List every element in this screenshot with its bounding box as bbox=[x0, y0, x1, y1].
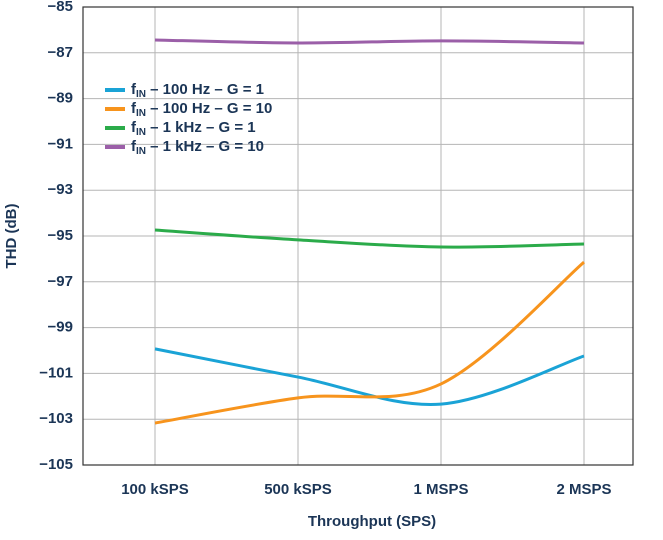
x-tick-label: 100 kSPS bbox=[121, 481, 189, 498]
legend-label: fIN – 100 Hz – G = 1 bbox=[131, 81, 264, 100]
legend-label-part: f bbox=[131, 119, 137, 136]
series-line bbox=[154, 347, 585, 406]
y-axis-title: THD (dB) bbox=[3, 204, 20, 269]
y-tick-label: −89 bbox=[48, 90, 73, 107]
x-axis-title: Throughput (SPS) bbox=[308, 513, 436, 530]
y-tick-label: −99 bbox=[48, 319, 73, 336]
legend-label-part: IN bbox=[136, 146, 146, 157]
y-tick-label: −93 bbox=[48, 181, 73, 198]
legend-label-part: – 100 Hz – G = 1 bbox=[146, 81, 264, 98]
y-tick-label: −95 bbox=[48, 227, 73, 244]
x-tick-label: 1 MSPS bbox=[413, 481, 468, 498]
series-line bbox=[154, 260, 585, 425]
series-line bbox=[154, 228, 585, 249]
y-tick-label: −87 bbox=[48, 44, 73, 61]
legend-label: fIN – 1 kHz – G = 10 bbox=[131, 138, 264, 157]
legend-label: fIN – 1 kHz – G = 1 bbox=[131, 119, 256, 138]
x-tick-label: 2 MSPS bbox=[556, 481, 611, 498]
x-tick-label: 500 kSPS bbox=[264, 481, 332, 498]
y-tick-label: −103 bbox=[39, 410, 73, 427]
legend-label-part: – 1 kHz – G = 1 bbox=[146, 119, 256, 136]
y-tick-label: −85 bbox=[48, 0, 73, 15]
legend-label: fIN – 100 Hz – G = 10 bbox=[131, 100, 272, 119]
series-line bbox=[154, 38, 585, 45]
y-tick-label: −101 bbox=[39, 364, 73, 381]
plot-frame bbox=[82, 6, 634, 466]
legend-label-part: IN bbox=[136, 127, 146, 138]
legend-label-part: f bbox=[131, 100, 137, 117]
y-tick-label: −105 bbox=[39, 456, 73, 473]
legend-label-part: f bbox=[131, 138, 137, 155]
y-tick-label: −91 bbox=[48, 135, 73, 152]
legend-label-part: IN bbox=[136, 89, 146, 100]
legend-label-part: f bbox=[131, 81, 137, 98]
legend-label-part: IN bbox=[136, 108, 146, 119]
y-tick-label: −97 bbox=[48, 273, 73, 290]
legend-label-part: – 100 Hz – G = 10 bbox=[146, 100, 272, 117]
legend-label-part: – 1 kHz – G = 10 bbox=[146, 138, 264, 155]
